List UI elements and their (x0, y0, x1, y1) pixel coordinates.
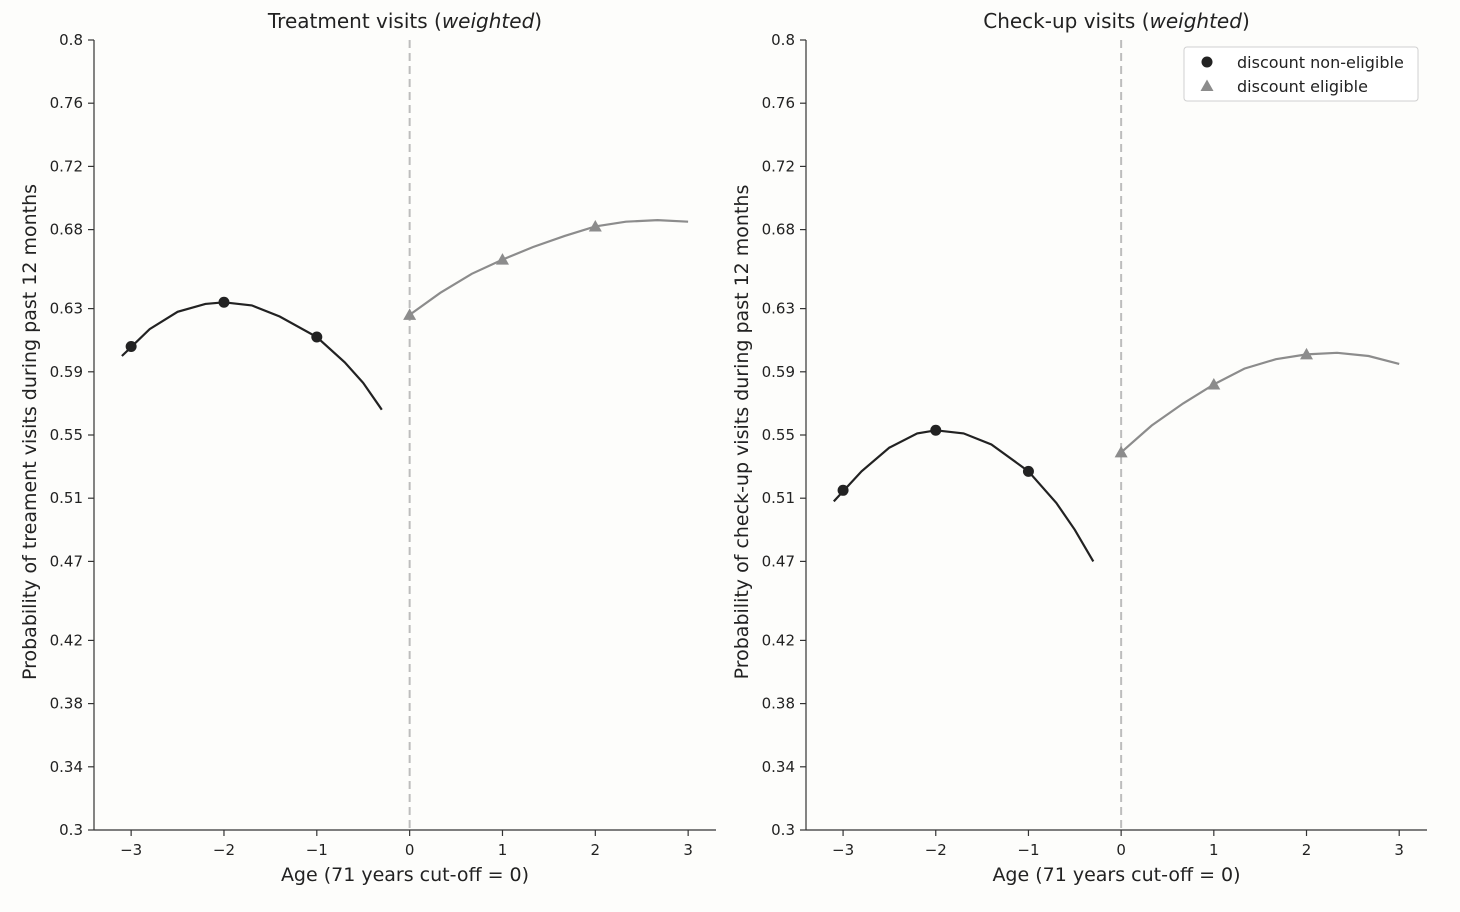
y-tick-label: 0.76 (50, 94, 83, 112)
y-tick-label: 0.8 (59, 31, 83, 49)
data-point-eligible (403, 308, 417, 320)
x-axis-label: Age (71 years cut-off = 0) (281, 864, 529, 886)
chart-panel-1: Treatment visits (weighted) 0.3 0.34 0.38 0.… (19, 9, 716, 886)
y-tick-label: 0.72 (50, 157, 83, 175)
chart-title-main: Check-up visits ( (983, 9, 1149, 33)
y-tick-label: 0.42 (50, 631, 83, 649)
y-tick-label: 0.55 (50, 426, 83, 444)
chart-title-end: ) (534, 9, 542, 33)
y-tick-label: 0.38 (762, 695, 795, 713)
x-tick-label: 2 (591, 841, 601, 859)
x-tick-label: 3 (1394, 841, 1404, 859)
x-tick-label: −3 (120, 841, 142, 859)
x-tick-label: 1 (498, 841, 508, 859)
y-tick-label: 0.47 (762, 552, 795, 570)
x-tick-label: 0 (405, 841, 415, 859)
y-axis-label: Probability of treament visits during pa… (19, 184, 41, 680)
y-tick-label: 0.3 (59, 821, 83, 839)
x-tick-label: −2 (213, 841, 235, 859)
series-line-eligible (1120, 351, 1400, 454)
data-point-non-eligible (125, 341, 137, 353)
legend-label: discount non-eligible (1237, 53, 1404, 72)
y-axis-label: Probability of check-up visits during pa… (731, 185, 753, 680)
y-tick-label: 0.34 (762, 758, 795, 776)
y-tick-label: 0.38 (50, 695, 83, 713)
y-tick-label: 0.59 (762, 363, 795, 381)
legend: discount non-eligible discount eligible (1183, 46, 1419, 102)
y-tick-label: 0.3 (771, 821, 795, 839)
x-tick-label: −1 (306, 841, 328, 859)
data-point-non-eligible (218, 296, 230, 308)
x-tick-label: 0 (1116, 841, 1126, 859)
x-tick-label: 1 (1209, 841, 1219, 859)
x-tick-label: −1 (1017, 841, 1039, 859)
x-tick-label: −3 (832, 841, 854, 859)
data-point-non-eligible (311, 331, 323, 343)
y-tick-label: 0.55 (762, 426, 795, 444)
x-tick-label: 2 (1302, 841, 1312, 859)
y-tick-label: 0.42 (762, 631, 795, 649)
data-point-eligible (1114, 445, 1128, 458)
y-tick-label: 0.34 (50, 758, 83, 776)
y-tick-label: 0.63 (50, 300, 83, 318)
data-point-non-eligible (837, 484, 849, 496)
series-line-eligible (408, 218, 689, 316)
chart-title-main: Treatment visits ( (267, 9, 442, 33)
data-point-eligible (588, 219, 602, 232)
chart-title: Check-up visits (weighted) (983, 9, 1250, 33)
chart-panel-2: Check-up visits (weighted) 0.3 0.34 0.38 0.4… (731, 9, 1427, 886)
data-point-eligible (1300, 347, 1314, 360)
x-axis-label: Age (71 years cut-off = 0) (992, 864, 1240, 886)
y-tick-label: 0.51 (50, 489, 83, 507)
chart-title: Treatment visits (weighted) (267, 9, 542, 33)
legend-marker-non-eligible (1201, 56, 1213, 68)
y-tick-label: 0.59 (50, 363, 83, 381)
data-point-non-eligible (1022, 465, 1034, 477)
y-tick-label: 0.72 (762, 157, 795, 175)
legend-label: discount eligible (1237, 77, 1368, 96)
chart-title-italic: weighted (1150, 9, 1243, 33)
y-tick-label: 0.68 (762, 221, 795, 239)
legend-box (1183, 46, 1419, 102)
y-tick-label: 0.51 (762, 489, 795, 507)
x-tick-label: 3 (683, 841, 693, 859)
y-tick-label: 0.76 (762, 94, 795, 112)
legend-marker-eligible (1200, 79, 1214, 91)
y-tick-label: 0.8 (771, 31, 795, 49)
chart-title-end: ) (1242, 9, 1250, 33)
data-point-eligible (1207, 377, 1221, 390)
series-line-non-eligible (832, 429, 1095, 562)
data-point-eligible (495, 253, 509, 265)
x-tick-label: −2 (925, 841, 947, 859)
y-tick-label: 0.47 (50, 552, 83, 570)
y-tick-label: 0.68 (50, 221, 83, 239)
series-line-non-eligible (121, 301, 383, 411)
y-tick-label: 0.63 (762, 300, 795, 318)
data-point-non-eligible (930, 424, 942, 436)
chart-title-italic: weighted (442, 9, 535, 33)
